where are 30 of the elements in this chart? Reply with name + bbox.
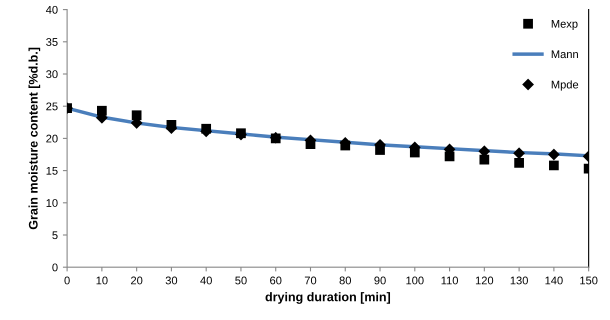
x-tick-label: 110 <box>442 276 458 284</box>
x-tick-label: 0 <box>64 276 70 284</box>
x-tick-label: 150 <box>580 276 598 284</box>
y-tick-label: 30 <box>46 70 58 78</box>
x-tick-label: 100 <box>406 276 424 284</box>
y-tick-label: 40 <box>46 6 58 14</box>
legend-label: Mpde <box>552 80 578 91</box>
x-axis-title: drying duration [min] <box>266 292 390 304</box>
x-tick-label: 90 <box>374 276 386 284</box>
y-tick-label: 10 <box>46 199 58 207</box>
x-tick-label: 70 <box>304 276 316 284</box>
x-tick-label: 30 <box>166 276 178 284</box>
y-tick-label: 35 <box>46 38 58 46</box>
y-tick-label: 5 <box>52 231 58 240</box>
y-axis-title: Grain moisture content [%d.b.] <box>28 48 40 230</box>
x-tick-label: 130 <box>510 276 528 284</box>
x-tick-label: 120 <box>476 276 494 284</box>
x-tick-label: 140 <box>545 276 563 284</box>
legend-label: Mexp <box>552 20 578 30</box>
y-tick-label: 25 <box>46 102 58 110</box>
x-tick-label: 40 <box>200 276 212 284</box>
y-tick-label: 20 <box>46 134 58 143</box>
x-tick-label: 60 <box>270 276 282 284</box>
y-tick-label: 15 <box>46 166 58 175</box>
x-tick-label: 20 <box>131 276 142 284</box>
x-tick-label: 10 <box>96 276 108 284</box>
y-tick-label: 0 <box>52 263 58 272</box>
legend-label: Mann <box>552 50 578 58</box>
x-tick-label: 50 <box>235 276 247 284</box>
x-tick-label: 80 <box>340 276 352 284</box>
